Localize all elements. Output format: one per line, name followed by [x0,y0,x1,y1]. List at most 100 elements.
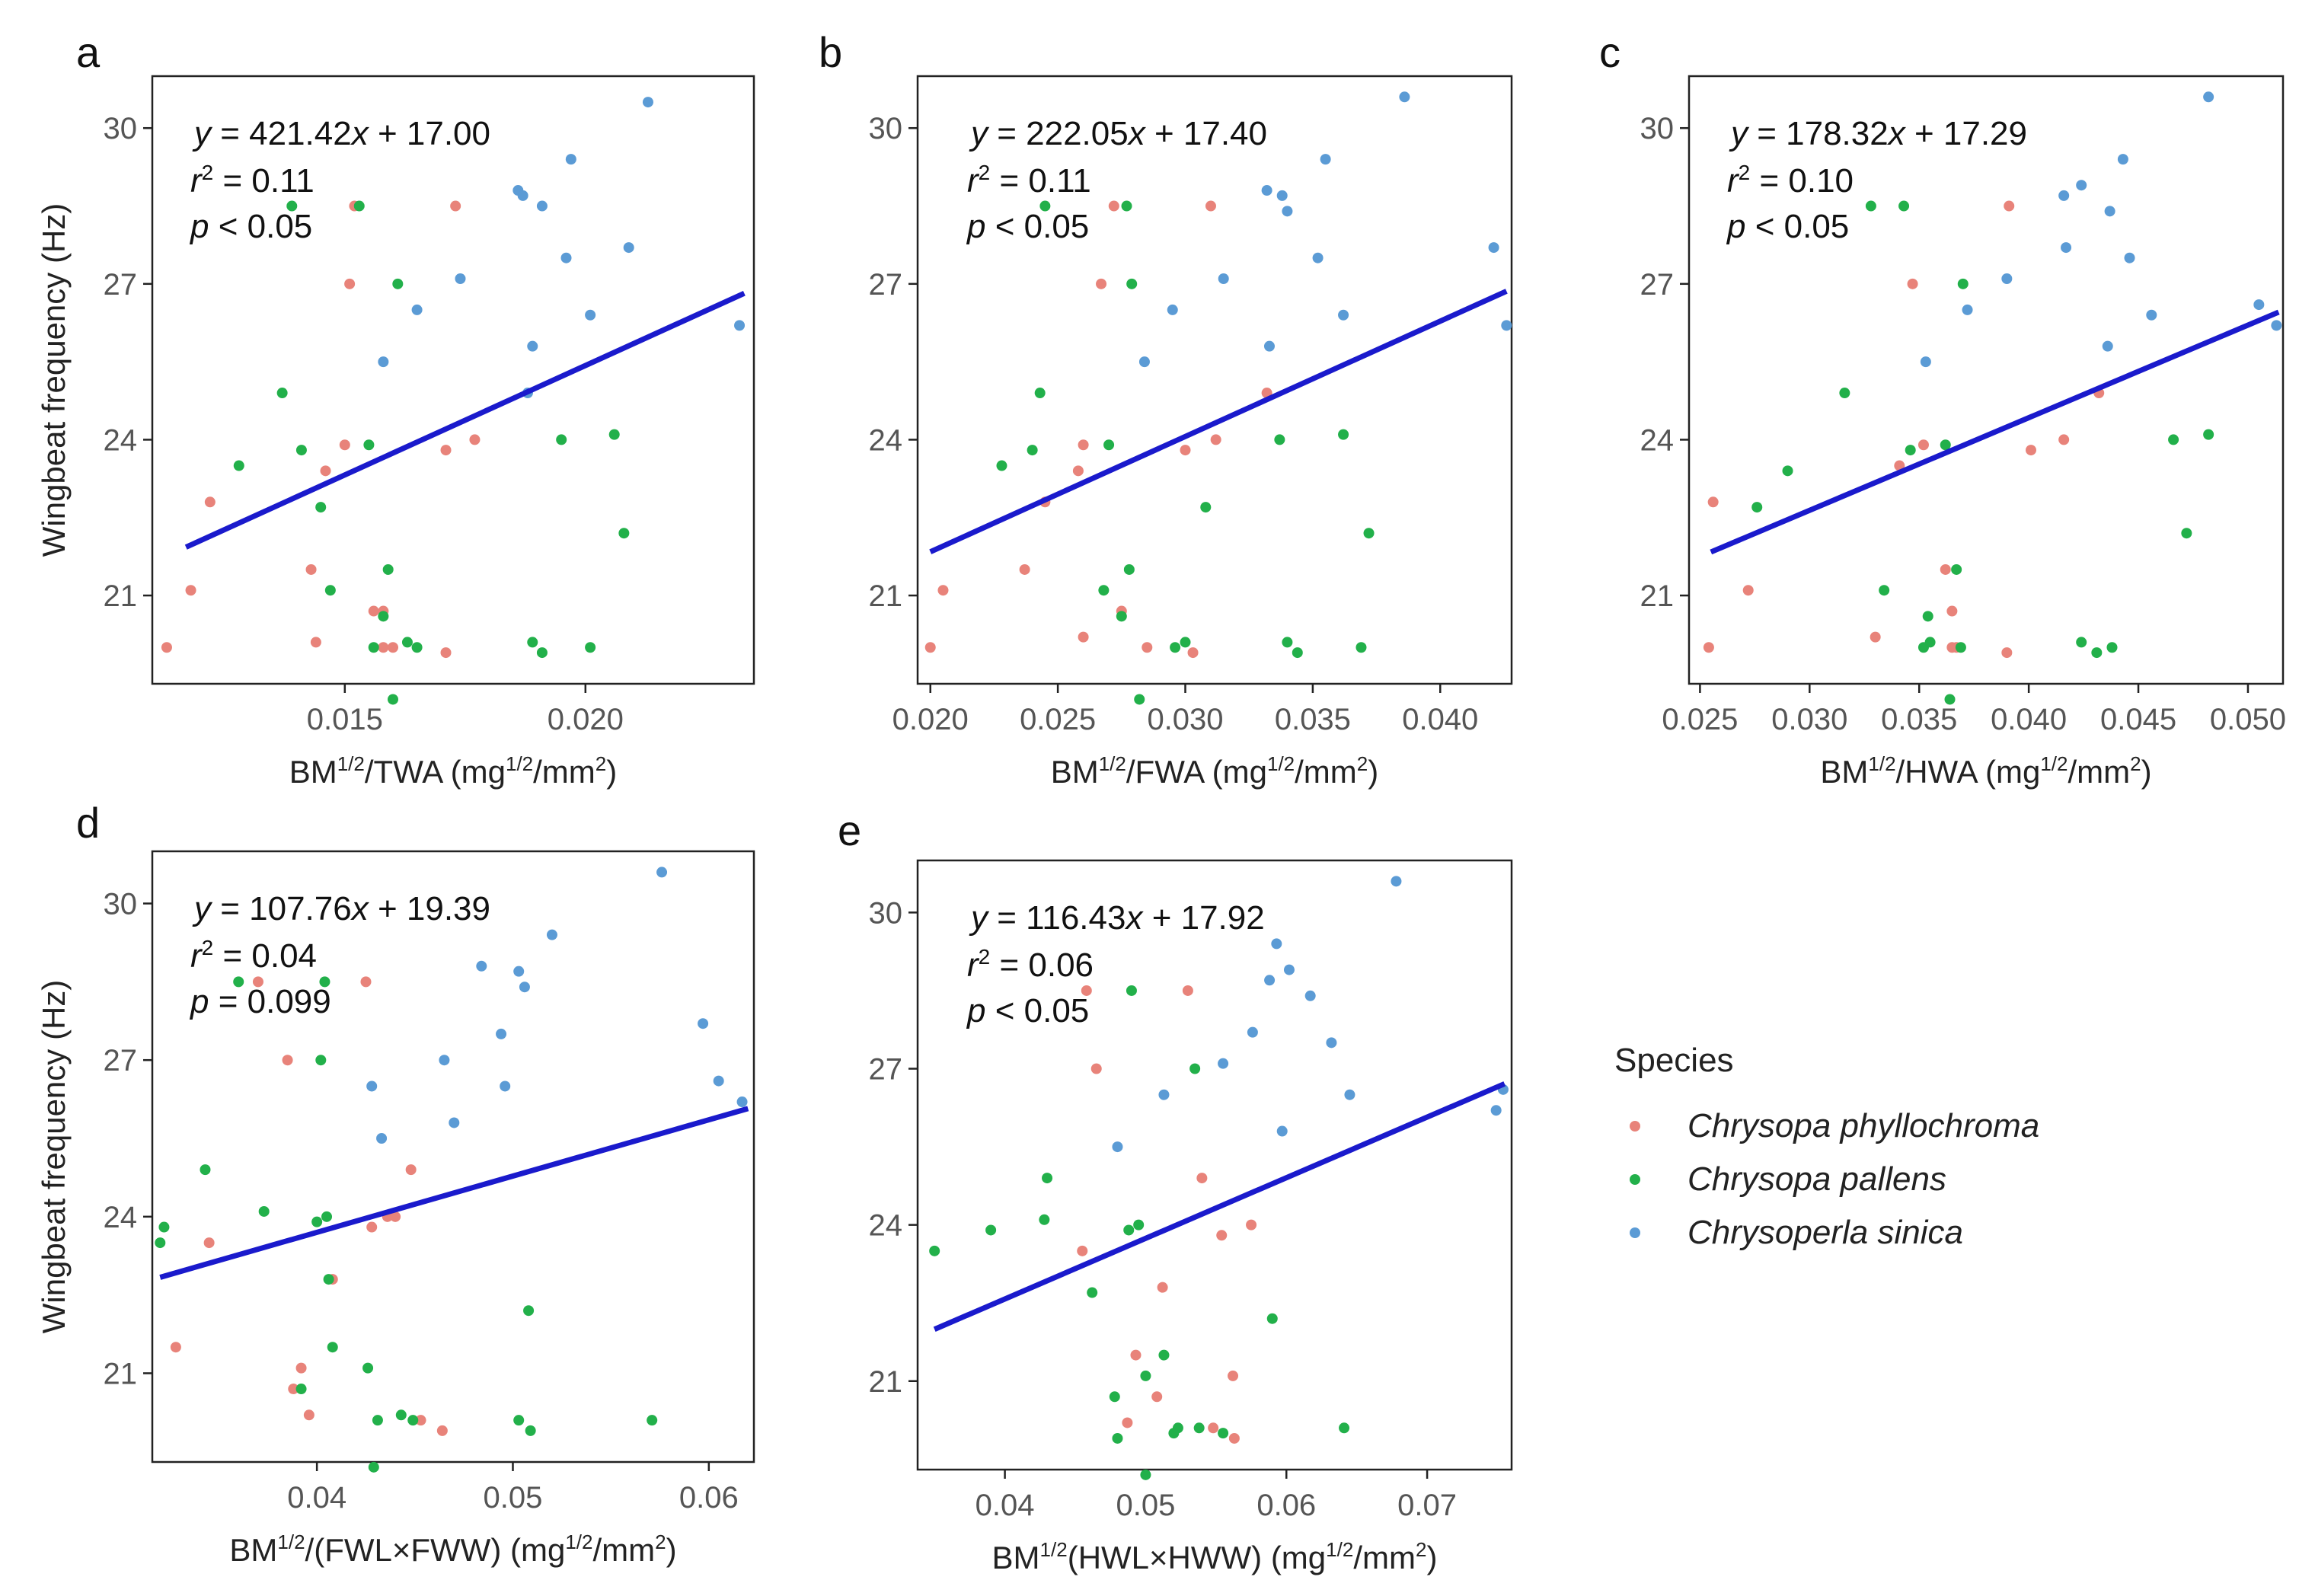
point-sinica [1263,340,1275,352]
point-sinica [496,1028,507,1039]
point-pallens [315,502,327,513]
point-pallens [1338,429,1349,440]
x-tick-label: 0.04 [287,1481,346,1515]
point-phyllochroma [204,496,216,508]
point-pallens [1087,1287,1098,1298]
point-sinica [1962,304,1973,315]
x-tick-label: 0.025 [1662,703,1738,736]
point-phyllochroma [170,1342,181,1353]
r-squared-text: r2 = 0.04 [190,936,317,975]
point-pallens [353,200,365,212]
x-tick-label: 0.030 [1771,703,1847,736]
point-pallens [276,388,288,399]
point-pallens [985,1224,997,1236]
point-pallens [315,1055,327,1066]
point-phyllochroma [295,1362,307,1374]
point-pallens [608,429,620,440]
panel-label: a [76,28,101,76]
point-sinica [2104,206,2115,217]
point-pallens [1140,1469,1151,1480]
point-pallens [1266,1313,1278,1324]
y-tick-label: 30 [869,112,903,145]
point-pallens [2091,647,2103,659]
y-tick-label: 21 [1640,579,1675,613]
point-pallens [2203,429,2214,440]
point-pallens [1158,1349,1170,1361]
point-sinica [1276,190,1288,201]
point-phyllochroma [2001,647,2013,659]
point-sinica [1391,876,1402,887]
p-value-text: p < 0.05 [1726,208,1849,245]
point-phyllochroma [1216,1230,1228,1241]
point-phyllochroma [305,563,317,575]
point-pallens [556,434,567,445]
p-value-text: p = 0.099 [189,983,331,1020]
point-phyllochroma [1210,434,1221,445]
point-pallens [1924,637,1936,648]
point-phyllochroma [1907,278,1918,289]
point-pallens [155,1237,166,1249]
point-sinica [1501,320,1512,331]
y-tick-label: 24 [869,423,903,457]
point-pallens [1170,642,1181,653]
panel-a: a 21 24 27 30 0.015 0.020 BM1/2/TWA (mg1/2/mm2)… [36,28,755,790]
point-pallens [1898,200,1910,212]
point-phyllochroma [1208,1422,1219,1434]
point-pallens [1355,642,1367,653]
y-tick-label: 21 [104,1357,138,1390]
point-sinica [2253,299,2265,311]
point-pallens [1339,1422,1350,1434]
point-phyllochroma [368,605,379,617]
point-sinica [1282,206,1293,217]
legend-label-pallens: Chrysopa pallens [1688,1160,1946,1198]
point-pallens [1189,1063,1201,1074]
point-pallens [323,1274,334,1285]
y-tick-label: 24 [104,1201,138,1234]
point-phyllochroma [185,585,196,596]
point-pallens [996,460,1007,471]
point-pallens [1134,694,1145,705]
point-pallens [1103,439,1115,451]
point-sinica [642,97,653,108]
point-pallens [2168,434,2179,445]
point-sinica [1158,1089,1170,1100]
point-pallens [401,637,413,648]
y-tick-label: 27 [104,1044,138,1077]
point-pallens [2181,528,2192,539]
point-sinica [366,1080,378,1092]
x-axis-label: BM1/2/FWA (mg1/2/mm2) [1051,752,1379,790]
point-phyllochroma [378,642,389,653]
point-phyllochroma [1151,1391,1163,1403]
point-sinica [656,867,668,878]
point-sinica [449,1117,460,1128]
point-pallens [1292,647,1303,659]
point-phyllochroma [1122,1417,1133,1428]
point-phyllochroma [339,439,350,451]
legend-dot-pallens [1630,1174,1640,1185]
r-squared-text: r2 = 0.11 [190,161,315,200]
point-phyllochroma [252,976,263,988]
point-phyllochroma [2004,200,2015,212]
point-phyllochroma [1081,985,1092,996]
equation-text: y = 178.32x + 17.29 [1729,115,2027,152]
point-sinica [1488,242,1499,254]
point-phyllochroma [1108,200,1119,212]
p-value-text: p < 0.05 [966,208,1089,245]
point-pallens [2076,637,2087,648]
point-sinica [2076,180,2087,191]
point-phyllochroma [1096,278,1107,289]
point-pallens [525,1425,536,1436]
regression-line [159,1106,749,1280]
point-phyllochroma [1187,647,1199,659]
point-pallens [407,1415,419,1426]
point-pallens [363,439,375,451]
equation-text: y = 222.05x + 17.40 [969,115,1267,152]
x-axis-label: BM1/2/HWA (mg1/2/mm2) [1820,752,2151,790]
point-phyllochroma [310,637,321,648]
y-tick-label: 21 [104,579,138,613]
point-phyllochroma [469,434,481,445]
point-phyllochroma [1205,200,1216,212]
point-sinica [623,242,634,254]
point-phyllochroma [2026,445,2037,456]
point-pallens [392,278,404,289]
